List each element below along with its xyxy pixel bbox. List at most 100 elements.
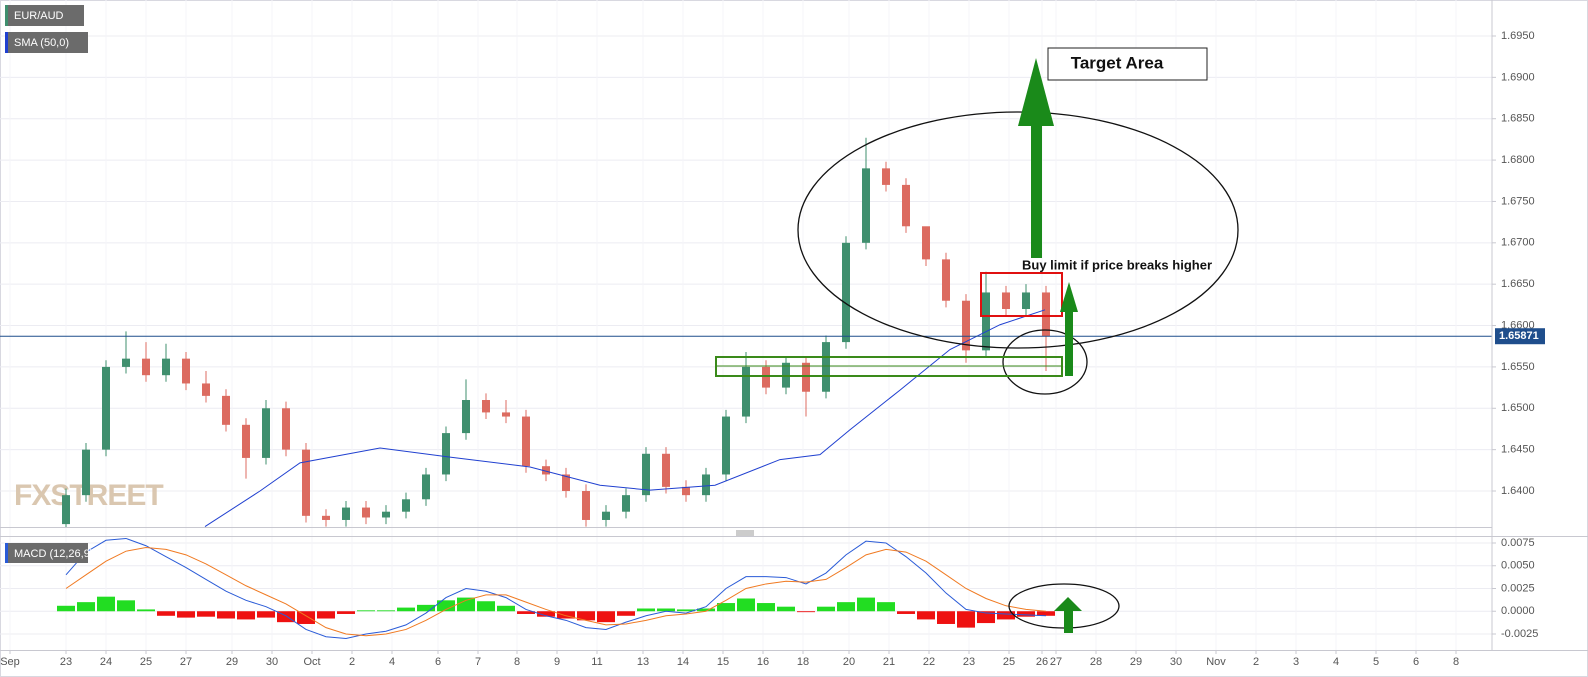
candle-body	[62, 495, 70, 525]
candle-body	[682, 486, 690, 496]
candle-body	[982, 292, 990, 351]
candle-body	[322, 515, 330, 520]
x-tick-label: Oct	[303, 656, 320, 668]
x-tick-label: 2	[349, 656, 355, 668]
x-tick-label: 6	[435, 656, 441, 668]
y-tick-label: 1.6450	[1501, 444, 1535, 456]
x-tick-label: 20	[843, 656, 855, 668]
x-tick-label: 8	[1453, 656, 1459, 668]
candle-body	[902, 184, 910, 227]
histogram-bar	[637, 608, 655, 612]
histogram-bar	[337, 611, 355, 614]
candle-body	[222, 395, 230, 425]
histogram-bar	[997, 611, 1015, 620]
legend-box[interactable]	[5, 5, 84, 26]
x-tick-label: 21	[883, 656, 895, 668]
x-tick-label: 4	[389, 656, 395, 668]
candle-body	[622, 495, 630, 512]
x-tick-label: 9	[554, 656, 560, 668]
current-price-tag	[1495, 328, 1545, 345]
histogram-bar	[297, 611, 315, 624]
candle-body	[122, 358, 130, 367]
x-tick-label: 26	[1036, 656, 1048, 668]
histogram-bar	[817, 606, 835, 612]
histogram-bar	[137, 609, 155, 612]
candle-body	[202, 383, 210, 396]
histogram-bar	[837, 602, 855, 612]
x-tick-label: 27	[1050, 656, 1062, 668]
histogram-bar	[617, 611, 635, 616]
y-tick-label: 1.6850	[1501, 113, 1535, 125]
histogram-bar	[897, 611, 915, 614]
annotations	[715, 47, 1239, 633]
histogram-bar	[657, 608, 675, 612]
histogram-bar	[237, 611, 255, 620]
histogram-bar	[697, 608, 715, 612]
histogram-bar	[1017, 611, 1035, 617]
histogram-bar	[737, 598, 755, 612]
candle-body	[602, 511, 610, 520]
y-tick-label: 0.0025	[1501, 582, 1535, 594]
x-tick-label: 8	[514, 656, 520, 668]
histogram-bar	[937, 611, 955, 624]
candle-body	[522, 416, 530, 467]
x-tick-label: 24	[100, 656, 112, 668]
legend-box[interactable]	[5, 32, 88, 53]
x-tick-label: 29	[1130, 656, 1142, 668]
legend-label: MACD (12,26,9)	[14, 548, 93, 560]
y-tick-label: 0.0050	[1501, 560, 1535, 572]
x-tick-label: 23	[963, 656, 975, 668]
histogram-bar	[1037, 611, 1055, 616]
target-box	[1047, 47, 1208, 81]
candle-body	[582, 491, 590, 520]
x-tick-label: 18	[797, 656, 809, 668]
candle-body	[82, 449, 90, 496]
histogram-bar	[757, 603, 775, 612]
histogram-bar	[437, 600, 455, 612]
y-tick-label: 1.6750	[1501, 195, 1535, 207]
legend-swatch	[5, 5, 8, 26]
x-tick-label: 23	[60, 656, 72, 668]
x-tick-label: 4	[1333, 656, 1339, 668]
candle-body	[162, 358, 170, 376]
histogram-bar	[177, 611, 195, 618]
candle-body	[382, 511, 390, 518]
annotation-title: Target Area	[1071, 53, 1164, 72]
legend-swatch	[5, 32, 8, 53]
x-tick-label: 28	[1090, 656, 1102, 668]
histogram-bar	[777, 606, 795, 612]
histogram-bar	[677, 609, 695, 612]
sma-line	[204, 309, 1046, 527]
legend-box[interactable]	[5, 543, 88, 563]
histogram-bar	[917, 611, 935, 620]
histogram-bar	[197, 611, 215, 617]
macd-plot	[57, 537, 1055, 640]
candle-body	[1042, 292, 1050, 337]
candle-body	[242, 424, 250, 458]
x-tick-label: 27	[180, 656, 192, 668]
x-tick-label: Nov	[1206, 656, 1226, 668]
arrow-head	[1054, 597, 1082, 611]
legend-label: EUR/AUD	[14, 10, 64, 22]
candle-body	[422, 474, 430, 500]
candle-body	[862, 168, 870, 243]
y-tick-label: 1.6950	[1501, 30, 1535, 42]
y-tick-label: 0.0075	[1501, 537, 1535, 549]
candle-body	[502, 412, 510, 417]
candle-body	[762, 366, 770, 388]
candle-body	[722, 416, 730, 475]
histogram-bar	[977, 611, 995, 624]
x-tick-label: 13	[637, 656, 649, 668]
macd-line	[65, 547, 1047, 637]
histogram-bar	[857, 597, 875, 612]
y-tick-label: 0.0000	[1501, 605, 1535, 617]
candle-body	[1022, 292, 1030, 310]
histogram-bar	[97, 596, 115, 612]
candle-body	[182, 358, 190, 384]
y-tick-label: 1.6500	[1501, 402, 1535, 414]
panel-handle[interactable]	[736, 530, 754, 536]
highlight-ellipse	[1002, 329, 1088, 395]
histogram-bar	[517, 611, 535, 614]
arrow-shaft	[1031, 120, 1042, 258]
